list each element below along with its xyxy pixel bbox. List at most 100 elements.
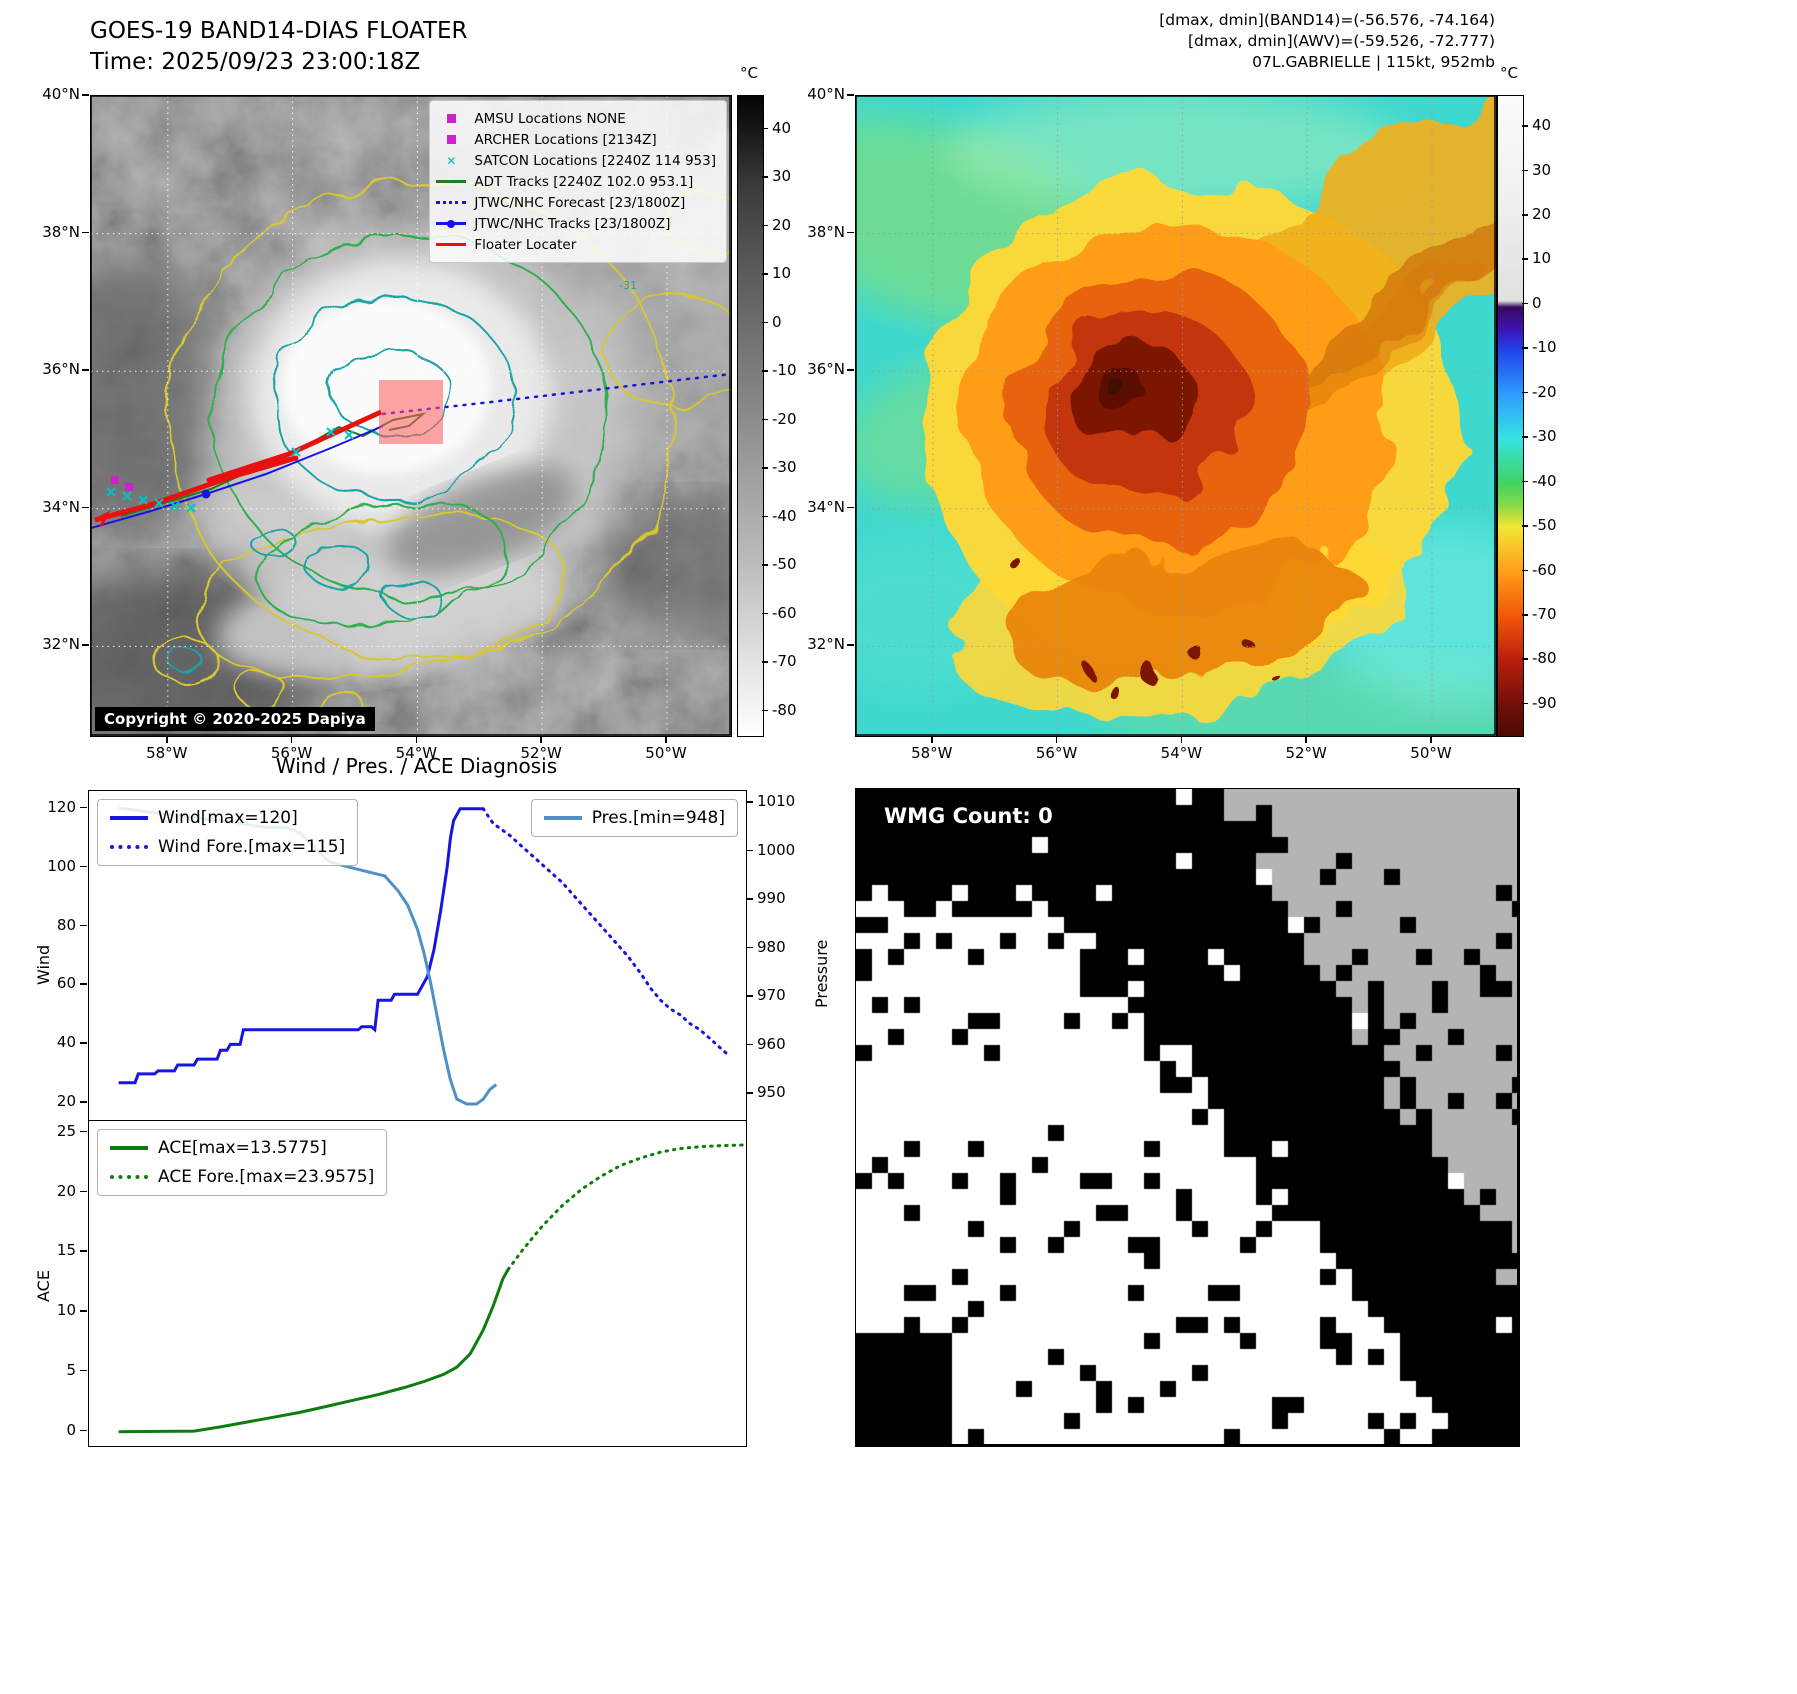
colorbar-tick-label: -20 [1532,382,1557,401]
colorbar-tick-label: -50 [1532,516,1557,535]
floater-track [94,380,443,527]
contour-value-label: -31 [619,279,637,292]
tick-mark [665,736,667,743]
legend-item: Floater Locater [434,234,716,255]
lon-label: 54°W [395,744,438,762]
diagnosis-title: Wind / Pres. / ACE Diagnosis [275,754,558,778]
map-legend: AMSU Locations NONE ARCHER Locations [213… [429,100,727,263]
tick-mark [746,1092,753,1094]
tick-mark [80,1190,87,1193]
legend-label: ACE[max=13.5775] [158,1138,327,1158]
floater-box [379,380,443,444]
lon-label: 58°W [911,744,953,762]
lon-label: 50°W [645,744,687,762]
tick-mark [80,1130,87,1133]
tick-mark [1180,736,1183,743]
tick-mark [746,946,753,949]
series-wind-fore- [481,807,728,1055]
tick-mark [415,736,418,743]
tl-title-block: GOES-19 BAND14-DIAS FLOATER Time: 2025/0… [90,16,468,78]
lat-label: 36°N [807,360,845,379]
tick-mark [1522,214,1528,216]
tick-mark [80,1042,87,1044]
colorbar-tick-label: 0 [772,312,782,331]
lat-label: 38°N [42,222,80,241]
lon-label: 52°W [520,744,562,762]
colorbar-tick-label: -20 [772,409,797,428]
tick-mark [847,644,854,646]
ace-axis-label: ACE [34,1270,53,1302]
tick-mark [82,369,89,371]
series-wind [118,807,484,1085]
tick-mark [847,94,854,96]
colorbar-tick-label: -60 [772,603,797,622]
pressure-tick-label: 1000 [757,840,796,859]
legend-label: Floater Locater [474,236,577,253]
tick-mark [1522,391,1528,394]
colorbar-tick-label: -80 [1532,649,1557,668]
colorbar-tick-label: 40 [772,118,792,137]
legend-item: ✕ SATCON Locations [2240Z 114 953] [434,150,716,171]
wmg-bitmap [856,789,1517,1444]
colorbar-tick-label: 10 [1532,249,1552,268]
pressure-line-sample [543,816,582,820]
colorbar-tick-label: -70 [772,652,797,671]
tick-mark [1522,302,1528,305]
legend-item: JTWC/NHC Tracks [23/1800Z] [434,213,716,234]
colorbar-tick-label: -50 [772,555,797,574]
storm-name-intensity: 07L.GABRIELLE | 115kt, 952mb [1252,53,1495,71]
legend-label: JTWC/NHC Forecast [23/1800Z] [474,194,686,211]
awv-temperature-colorbar [1497,95,1524,737]
lon-label: 56°W [1035,744,1078,762]
series-ace [118,1268,510,1434]
tick-mark [762,564,768,566]
legend-label: Pres.[min=948] [591,808,725,828]
colorbar-tick-label: -40 [1532,471,1557,490]
dmax-dmin-awv: [dmax, dmin](AWV)=(-59.526, -72.777) [1188,32,1495,50]
colorbar-tick-label: -30 [772,458,797,477]
square-marker-icon [434,135,468,144]
tick-mark [1522,347,1528,349]
dotted-marker-icon [434,201,468,204]
dmax-dmin-band14: [dmax, dmin](BAND14)=(-56.576, -74.164) [1159,11,1495,29]
tick-mark [82,94,89,96]
tick-mark [80,1310,87,1312]
tick-mark [1522,436,1528,438]
tick-mark [166,736,168,743]
tick-mark [1522,525,1528,527]
lon-label: 54°W [1160,744,1203,762]
tick-mark [762,127,768,130]
pressure-tick-label: 990 [757,889,786,908]
colorbar-tick-label: -30 [1532,427,1557,446]
tick-mark [1305,736,1307,743]
tick-mark [1522,480,1528,483]
tick-mark [1522,614,1528,616]
tick-mark [762,515,768,518]
colorbar-tick-label: 30 [1532,160,1552,179]
ace-line-sample [110,1146,148,1150]
line-marker-icon [434,243,468,246]
tick-mark [762,709,768,712]
tick-mark [80,1369,87,1372]
jtwc-track [91,425,384,529]
ace-tick-label: 20 [56,1181,76,1200]
pressure-tick-label: 950 [757,1083,786,1102]
tick-mark [1522,658,1528,660]
colorbar-tick-label: -70 [1532,605,1557,623]
wind-line-sample [110,816,148,820]
pressure-legend: Pres.[min=948] [530,799,738,837]
tick-mark [82,231,89,234]
colorbar-tick-label: 40 [1532,116,1552,135]
tick-mark [80,1250,87,1252]
legend-label: ADT Tracks [2240Z 102.0 953.1] [474,173,694,190]
band14-temperature-colorbar [737,95,764,737]
copyright-label: Copyright © 2020-2025 Dapiya [95,707,375,731]
legend-item: AMSU Locations NONE [434,108,716,129]
ace-tick-label: 15 [56,1241,76,1260]
page-title: GOES-19 BAND14-DIAS FLOATER [90,18,468,44]
legend-item: JTWC/NHC Forecast [23/1800Z] [434,192,716,213]
pressure-axis-label: Pressure [812,939,831,1008]
tick-mark [1430,736,1432,743]
tick-mark [80,806,87,809]
